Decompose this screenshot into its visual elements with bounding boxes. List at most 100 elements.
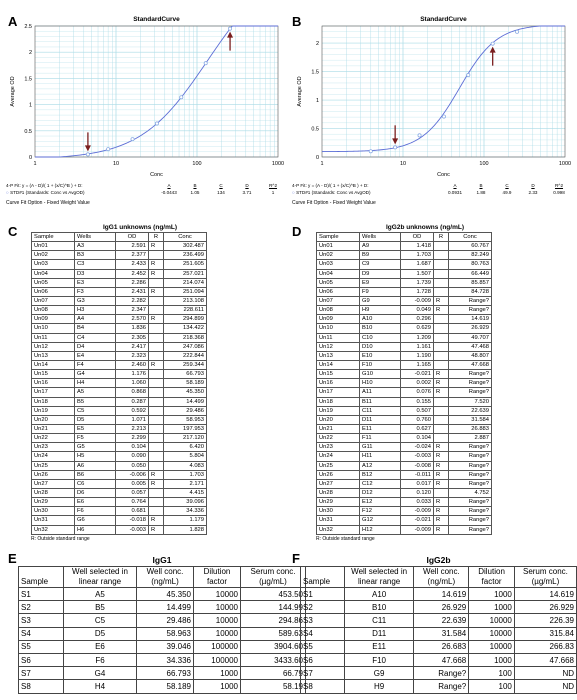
table-row: S2 B5 14.499 10000 144.99	[18, 600, 306, 615]
table-cell	[148, 414, 164, 425]
table-cell: 58.953	[163, 414, 207, 425]
x-tick-label: 100	[479, 161, 488, 167]
table-cell: Un31	[31, 515, 75, 526]
table-cell: D5	[74, 414, 116, 425]
table-row: Un29 E6 0.764 39.096	[31, 497, 207, 508]
table-cell: 0.868	[115, 387, 149, 398]
table-cell: Un19	[316, 405, 360, 416]
table-row: S4 D5 58.963 10000 589.63	[18, 626, 306, 641]
table-cell: H12	[359, 524, 401, 535]
table-cell: 39.096	[163, 497, 207, 508]
table-row: Un18 B5 0.287 14.499	[31, 396, 207, 407]
table-cell: Range?	[413, 666, 470, 681]
table-cell: Un07	[316, 295, 360, 307]
fit-formula: 4-P Fit: y = (A - D)/( 1 + (x/C)^B ) + D…	[6, 183, 83, 188]
table-cell: 47.468	[448, 341, 492, 352]
fit-header-a: A	[453, 183, 457, 188]
table-cell: Un20	[31, 414, 75, 425]
table-cell: Range?	[448, 442, 492, 453]
fit-header-b: B	[193, 183, 197, 188]
igg1-unknowns-table: Sample Wells OD R Conc Un01 A3 2.591 R 302.487 Un0…	[31, 231, 207, 535]
column-header: Dilution factor	[468, 566, 515, 588]
column-header: Serum conc. (µg/mL)	[513, 566, 577, 588]
table-cell: Range?	[448, 524, 492, 535]
table-cell: 228.611	[163, 305, 207, 316]
column-header: Dilution factor	[193, 566, 241, 588]
y-tick-label: 2	[316, 41, 319, 47]
fit-value-a: -0.0443	[161, 190, 177, 195]
table-cell: 4.415	[163, 487, 207, 499]
table-row: Un06 F3 2.431 R 251.094	[31, 286, 207, 297]
table-cell: 0.681	[115, 506, 149, 517]
table-cell: H9	[359, 305, 401, 316]
table-cell: 0.005	[115, 478, 149, 489]
table-cell: Un10	[31, 323, 75, 334]
table-cell: 1.728	[400, 286, 434, 297]
panel-label-d: D	[292, 224, 302, 239]
table-cell: 0.155	[400, 396, 434, 407]
table-cell: -0.008	[400, 460, 434, 471]
table-row: Un09 A10 0.296 14.619	[316, 314, 492, 325]
standard-data-point	[228, 26, 233, 31]
fit-value-d: 3.71	[242, 190, 252, 195]
table-cell: 0.050	[115, 460, 149, 471]
table-cell: R	[148, 524, 164, 535]
table-cell: 34.336	[136, 652, 194, 668]
y-axis-label: Average OD	[297, 76, 303, 106]
table-cell	[148, 369, 164, 380]
table-row: Un23 G5 0.104 6.420	[31, 442, 207, 453]
table-row: Un24 H11 -0.003 R Range?	[316, 451, 492, 462]
table-cell	[433, 250, 449, 261]
series-marker-icon: ○	[292, 190, 295, 195]
table-cell	[433, 350, 449, 361]
table-cell: S3	[18, 613, 64, 628]
table-cell: A12	[359, 460, 401, 471]
table-cell: F9	[359, 286, 401, 297]
table-row: Un26 B12 -0.011 R Range?	[316, 469, 492, 480]
table-row: Un19 C11 0.507 22.639	[316, 405, 492, 416]
table-cell: B6	[74, 469, 116, 480]
table-cell: B5	[63, 600, 137, 615]
table-row: Un12 D10 1.161 47.468	[316, 341, 492, 352]
table-cell: R	[433, 524, 449, 535]
column-header: Well conc. (ng/mL)	[136, 566, 194, 588]
standard-data-point	[441, 114, 446, 119]
table-cell: Range?	[448, 460, 492, 471]
table-cell: F6	[63, 652, 137, 668]
table-row: Un10 B4 1.836 134.422	[31, 323, 207, 334]
table-cell: 47.668	[448, 359, 492, 371]
standard-data-point	[393, 145, 398, 150]
table-cell: Range?	[448, 469, 492, 480]
table-row: Un19 C5 0.592 29.486	[31, 405, 207, 416]
table-cell: G9	[359, 295, 401, 307]
table-cell: Un21	[31, 423, 75, 435]
table-cell: D5	[63, 626, 137, 641]
table-header-row: Sample Wells OD R Conc	[31, 231, 207, 243]
column-header: Sample	[18, 566, 64, 588]
table-cell: -0.006	[115, 469, 149, 480]
table-row: Un27 C12 0.017 R Range?	[316, 478, 492, 489]
table-cell: Un32	[316, 524, 360, 535]
table-cell: 0.049	[400, 305, 434, 316]
table-cell: Un26	[316, 469, 360, 480]
table-cell: Un14	[316, 359, 360, 371]
table-cell: Range?	[448, 295, 492, 307]
table-cell: R	[433, 295, 449, 307]
table-row: S2 B10 26.929 1000 26.929	[300, 600, 577, 615]
table-cell: ND	[513, 666, 577, 681]
table-cell: D12	[359, 487, 401, 499]
table-cell: 294.899	[163, 314, 207, 325]
y-tick-label: 2.5	[24, 24, 32, 30]
table-cell: -0.009	[400, 506, 434, 517]
table-cell: 2.591	[115, 241, 149, 252]
table-cell: 218.368	[163, 332, 207, 343]
table-cell	[433, 323, 449, 334]
table-row: Un13 E10 1.190 48.807	[316, 350, 492, 361]
table-cell: Un07	[31, 295, 75, 307]
table-cell: S3	[300, 613, 345, 628]
standard-data-point	[154, 121, 159, 126]
x-tick-label: 10	[113, 161, 119, 167]
table-cell: 47.668	[413, 652, 470, 668]
table-cell: E9	[359, 277, 401, 288]
column-header: R	[433, 231, 449, 243]
